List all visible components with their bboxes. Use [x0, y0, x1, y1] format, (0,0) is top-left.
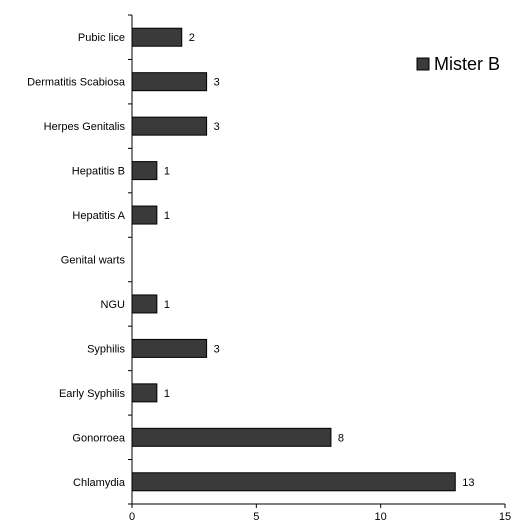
data-label: 8 [338, 432, 344, 444]
y-tick-label: NGU [101, 299, 126, 311]
legend-swatch [416, 57, 430, 71]
bar [131, 383, 158, 403]
data-label: 3 [214, 121, 220, 133]
y-tick-label: Hepatitis A [72, 210, 125, 222]
bar [131, 338, 208, 358]
y-tick-label: Herpes Genitalis [44, 121, 126, 133]
y-tick-label: Early Syphilis [59, 388, 126, 400]
data-label: 1 [164, 299, 170, 311]
y-tick-label: Dermatitis Scabiosa [27, 77, 126, 89]
bar [131, 294, 158, 314]
y-tick-label: Syphilis [87, 343, 125, 355]
data-label: 3 [214, 77, 220, 89]
data-label: 2 [189, 32, 195, 44]
axes-group: Pubic lice Dermatitis Scabiosa Herpes Geni… [27, 14, 511, 523]
x-tick-label: 0 [129, 511, 135, 523]
y-tick-label: Chlamydia [73, 477, 126, 489]
bar [131, 427, 332, 447]
data-label: 1 [164, 388, 170, 400]
bar [131, 161, 158, 181]
data-label: 13 [462, 477, 474, 489]
legend-label: Mister B [434, 54, 500, 74]
x-tick-label: 10 [375, 511, 387, 523]
y-tick-label: Genital warts [61, 255, 126, 267]
bar [131, 27, 183, 47]
bar [131, 116, 208, 136]
data-label: 1 [164, 210, 170, 222]
bar [131, 472, 456, 492]
y-tick-label: Gonorroea [72, 432, 125, 444]
data-label: 3 [214, 343, 220, 355]
x-tick-label: 15 [499, 511, 511, 523]
y-tick-label: Hepatitis B [72, 166, 125, 178]
bar [131, 205, 158, 225]
x-tick-label: 5 [253, 511, 259, 523]
legend: Mister B [416, 54, 500, 74]
y-tick-label: Pubic lice [78, 32, 125, 44]
data-label: 1 [164, 166, 170, 178]
bar [131, 72, 208, 92]
